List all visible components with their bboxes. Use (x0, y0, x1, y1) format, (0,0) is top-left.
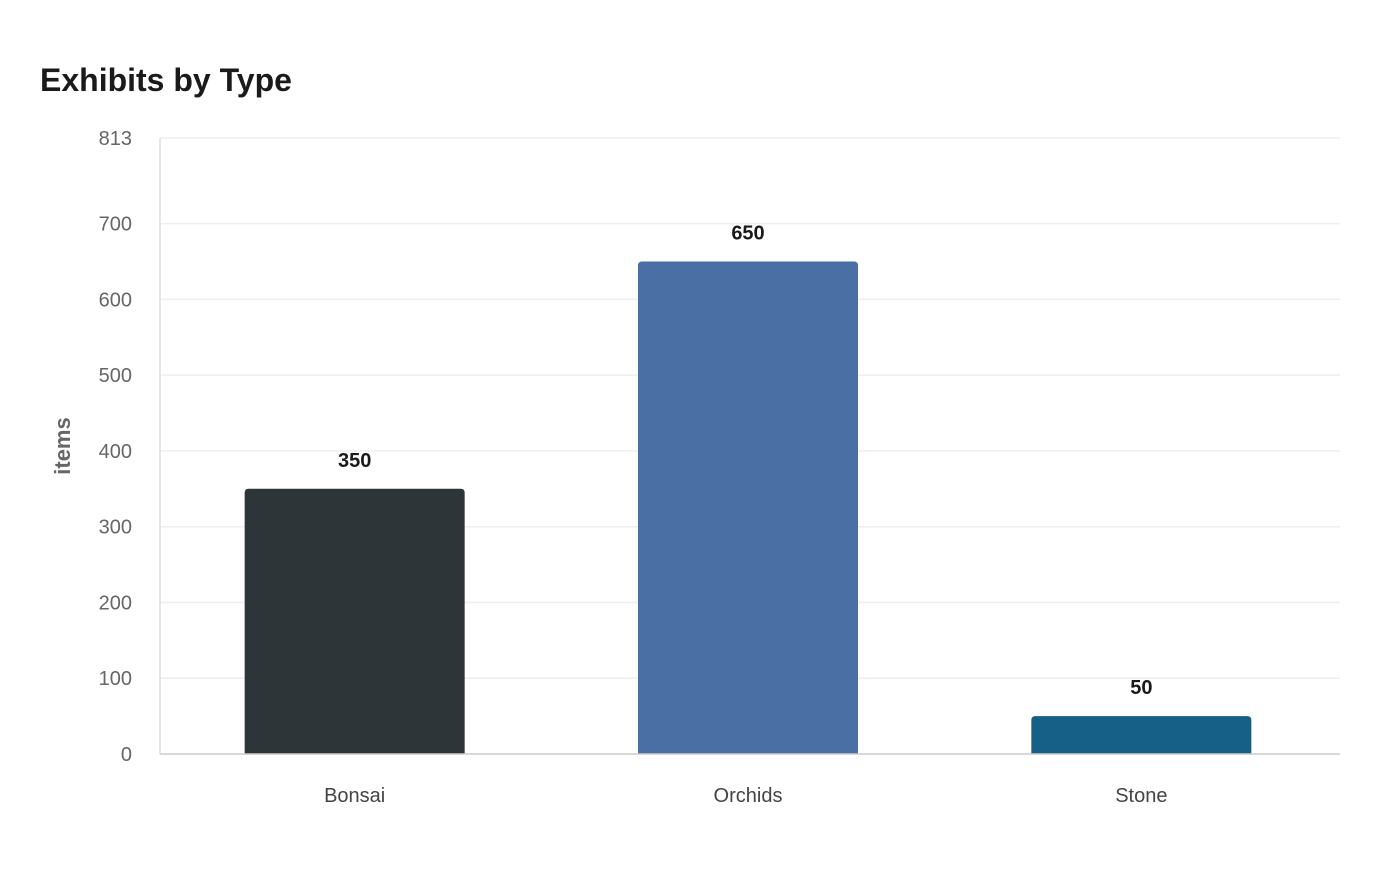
data-labels: 350 650 50 (338, 223, 1152, 700)
data-label: 50 (1130, 677, 1152, 699)
y-tick-label: 813 (99, 128, 132, 150)
y-axis-title: items (50, 417, 75, 474)
y-tick-label: 600 (99, 289, 132, 311)
y-tick-label: 100 (99, 668, 132, 690)
bar-orchids (638, 261, 858, 754)
x-axis-ticks: Bonsai Orchids Stone (324, 785, 1167, 807)
x-tick-label: Orchids (714, 785, 783, 807)
x-tick-label: Bonsai (324, 785, 385, 807)
y-tick-label: 400 (99, 441, 132, 463)
y-tick-label: 700 (99, 214, 132, 236)
y-axis-ticks: 0 100 200 300 400 500 600 700 813 (99, 128, 132, 766)
y-tick-label: 200 (99, 592, 132, 614)
y-tick-label: 0 (121, 744, 132, 766)
x-tick-label: Stone (1115, 785, 1167, 807)
bars (244, 261, 1252, 754)
y-tick-label: 500 (99, 365, 132, 387)
chart-title: Exhibits by Type (40, 62, 292, 98)
bar-stone (1031, 716, 1252, 754)
data-label: 350 (338, 450, 371, 472)
bar-bonsai (244, 488, 465, 754)
y-tick-label: 300 (99, 517, 132, 539)
data-label: 650 (731, 223, 764, 245)
